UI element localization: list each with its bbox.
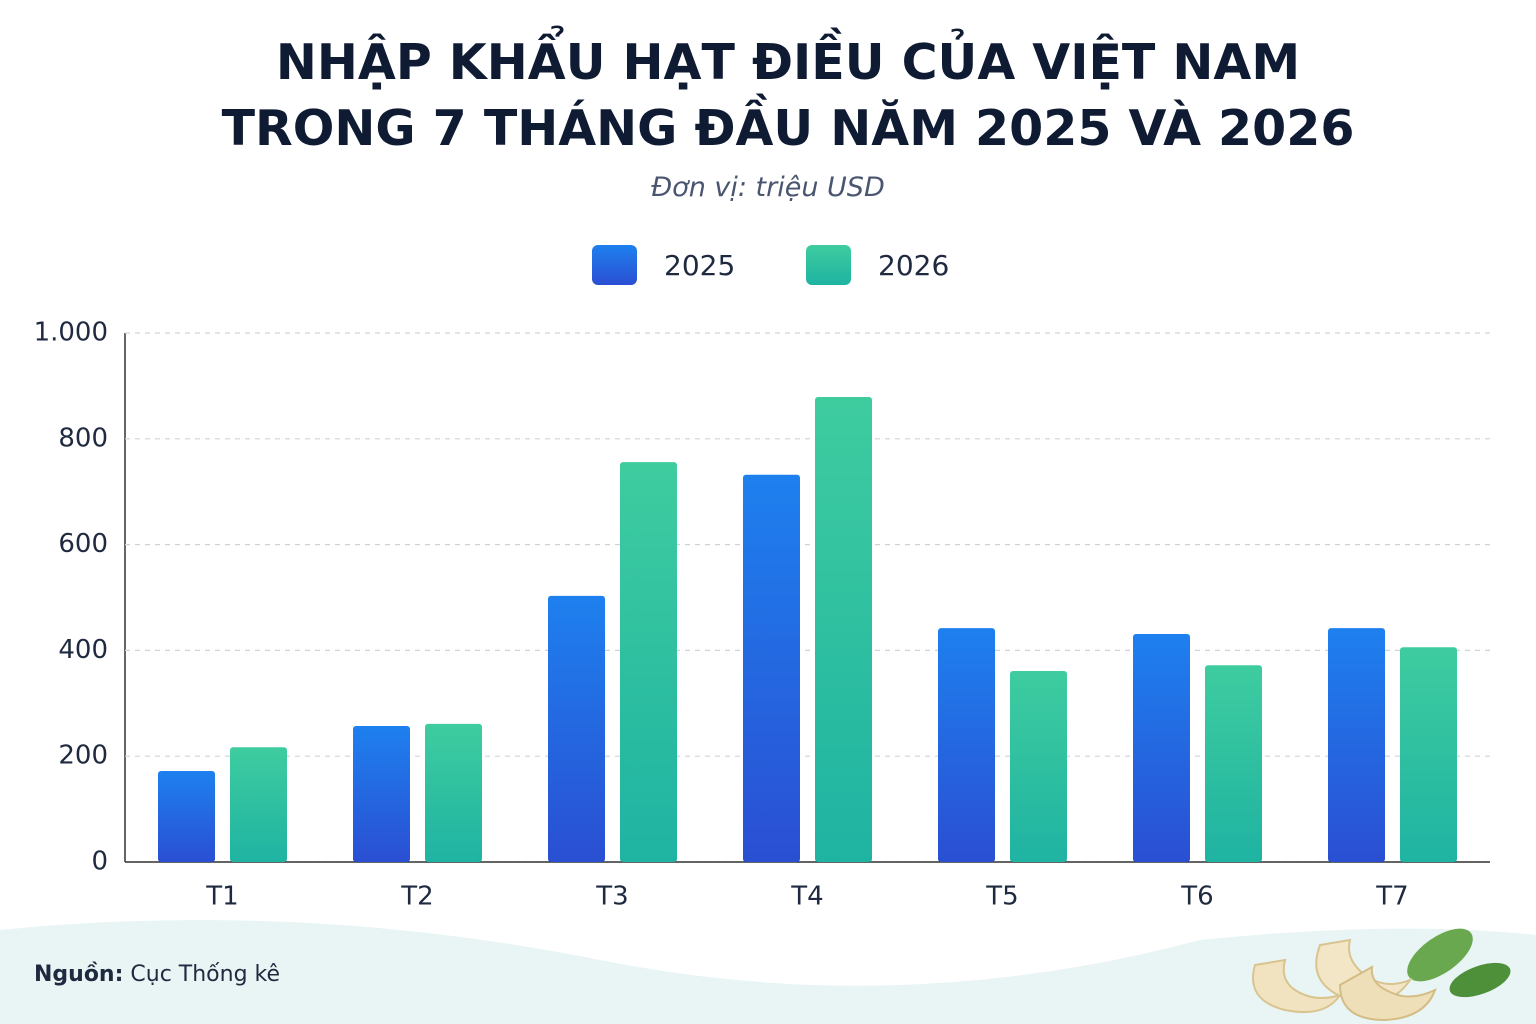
background-wave <box>0 920 1536 1024</box>
bar <box>1010 671 1067 862</box>
x-tick-label: T1 <box>205 882 238 912</box>
source: Nguồn: Cục Thống kê <box>34 962 280 987</box>
cashew-decoration <box>1252 928 1511 1022</box>
legend-label: 2026 <box>878 249 949 282</box>
legend-swatch <box>806 245 851 285</box>
y-tick-label: 400 <box>58 635 108 665</box>
chart-subtitle: Đơn vị: triệu USD <box>651 172 885 203</box>
x-tick-label: T2 <box>400 882 433 912</box>
bar <box>743 474 800 862</box>
bar <box>1133 634 1190 862</box>
bar <box>158 771 215 862</box>
x-tick-label: T7 <box>1375 882 1408 912</box>
x-tick-label: T5 <box>985 882 1018 912</box>
bar <box>425 723 482 862</box>
y-tick-label: 800 <box>58 423 108 453</box>
bar <box>548 595 605 862</box>
x-tick-label: T3 <box>595 882 628 912</box>
bar <box>1205 665 1262 862</box>
source-text: Cục Thống kê <box>130 962 281 987</box>
y-tick-label: 600 <box>58 529 108 559</box>
legend-swatch <box>592 245 637 285</box>
bar <box>230 747 287 862</box>
y-tick-label: 0 <box>91 847 108 877</box>
bar <box>938 628 995 862</box>
bar <box>620 462 677 862</box>
bar <box>353 726 410 862</box>
chart-title: NHẬP KHẨU HẠT ĐIỀU CỦA VIỆT NAM TRONG 7 … <box>221 34 1355 157</box>
source-label: Nguồn: <box>34 962 124 987</box>
bar <box>815 397 872 862</box>
y-tick-label: 200 <box>58 741 108 771</box>
x-tick-label: T6 <box>1180 882 1213 912</box>
legend-label: 2025 <box>664 249 735 282</box>
x-tick-label: T4 <box>790 882 823 912</box>
bar <box>1400 647 1457 862</box>
y-tick-label: 1.000 <box>34 318 108 348</box>
bar <box>1328 628 1385 862</box>
